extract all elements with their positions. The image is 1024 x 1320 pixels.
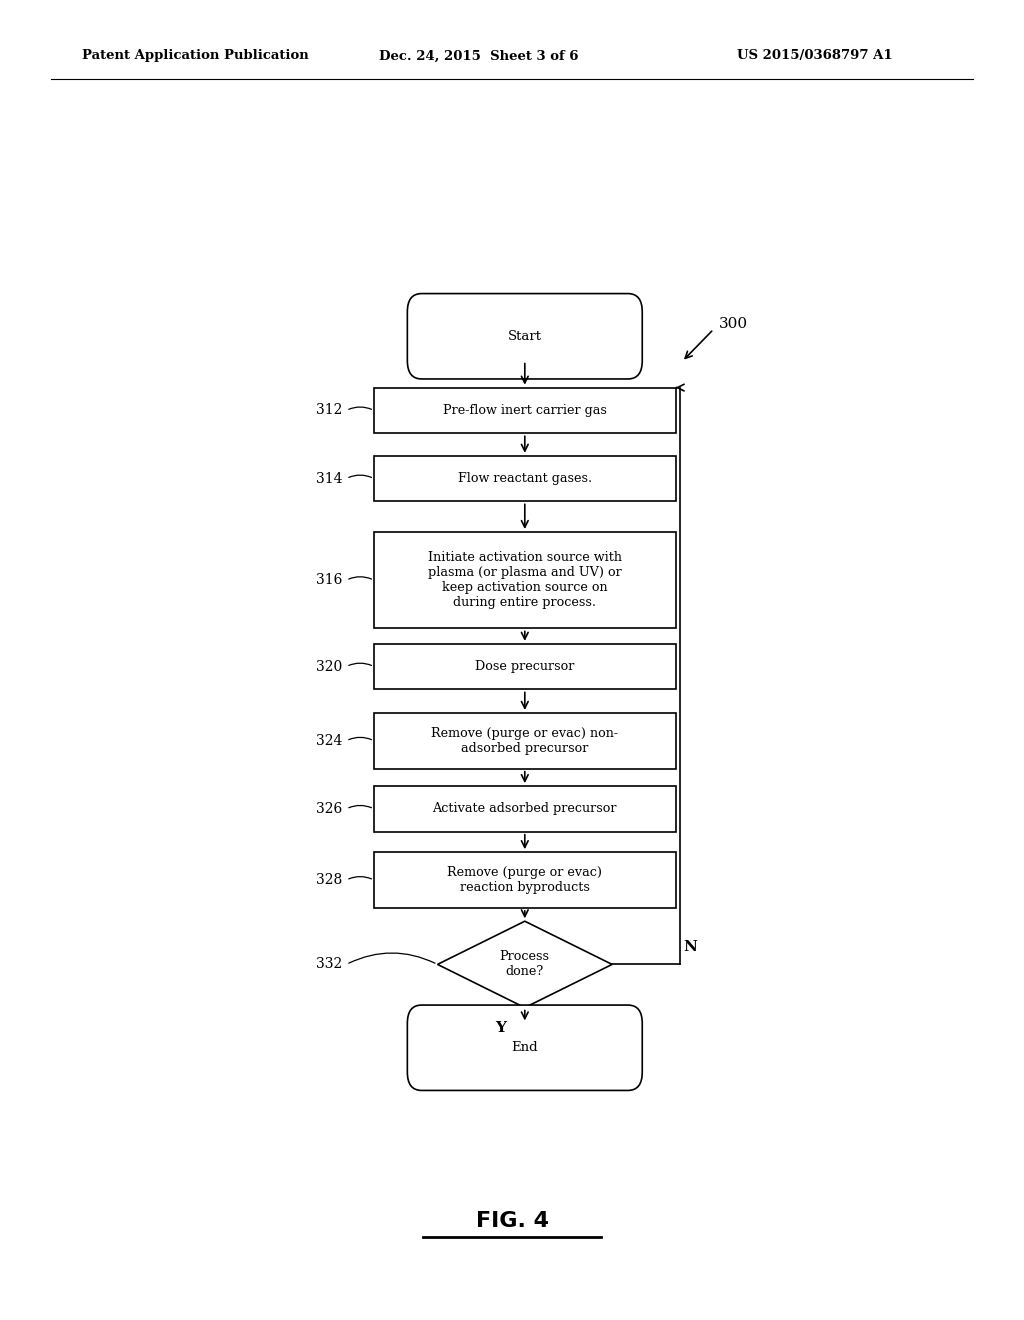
Text: Dose precursor: Dose precursor xyxy=(475,660,574,673)
Bar xyxy=(374,532,676,628)
Text: 332: 332 xyxy=(316,957,342,972)
Text: Y: Y xyxy=(496,1020,507,1035)
Text: 324: 324 xyxy=(315,734,342,748)
Text: Remove (purge or evac) non-
adsorbed precursor: Remove (purge or evac) non- adsorbed pre… xyxy=(431,727,618,755)
Text: FIG. 4: FIG. 4 xyxy=(475,1210,549,1232)
Text: Remove (purge or evac)
reaction byproducts: Remove (purge or evac) reaction byproduc… xyxy=(447,866,602,894)
Text: 328: 328 xyxy=(316,873,342,887)
Text: Process
done?: Process done? xyxy=(500,950,550,978)
Bar xyxy=(374,853,676,908)
Text: 312: 312 xyxy=(315,404,342,417)
Text: Flow reactant gases.: Flow reactant gases. xyxy=(458,473,592,484)
Text: 320: 320 xyxy=(316,660,342,673)
Text: 316: 316 xyxy=(315,573,342,587)
Text: 300: 300 xyxy=(719,317,749,331)
Text: 326: 326 xyxy=(316,801,342,816)
Text: End: End xyxy=(511,1041,539,1055)
FancyBboxPatch shape xyxy=(408,293,642,379)
Text: Initiate activation source with
plasma (or plasma and UV) or
keep activation sou: Initiate activation source with plasma (… xyxy=(428,552,622,610)
Text: Start: Start xyxy=(508,330,542,343)
Text: US 2015/0368797 A1: US 2015/0368797 A1 xyxy=(737,49,893,62)
FancyBboxPatch shape xyxy=(408,1005,642,1090)
Bar xyxy=(374,455,676,502)
Bar xyxy=(374,644,676,689)
Bar xyxy=(374,785,676,832)
Text: 314: 314 xyxy=(315,471,342,486)
Polygon shape xyxy=(437,921,612,1007)
Text: Dec. 24, 2015  Sheet 3 of 6: Dec. 24, 2015 Sheet 3 of 6 xyxy=(379,49,579,62)
Text: Patent Application Publication: Patent Application Publication xyxy=(82,49,308,62)
Bar xyxy=(374,388,676,433)
Text: Pre-flow inert carrier gas: Pre-flow inert carrier gas xyxy=(442,404,607,417)
Text: Activate adsorbed precursor: Activate adsorbed precursor xyxy=(432,803,617,816)
Text: N: N xyxy=(684,940,697,954)
Bar xyxy=(374,713,676,768)
